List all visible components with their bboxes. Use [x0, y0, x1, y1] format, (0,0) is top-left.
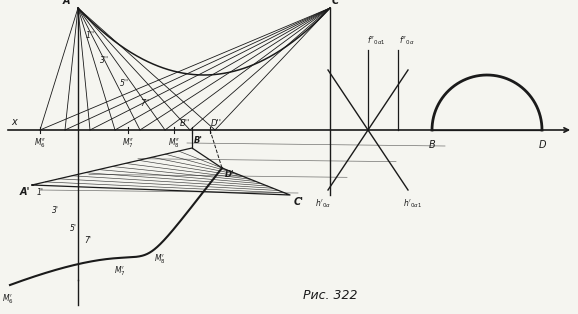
Text: 7': 7'	[84, 236, 91, 245]
Text: C'': C''	[332, 0, 345, 6]
Text: $M_7''$: $M_7''$	[122, 136, 134, 149]
Text: D': D'	[225, 170, 235, 179]
Text: C': C'	[294, 197, 304, 207]
Text: $M_7'$: $M_7'$	[114, 264, 126, 278]
Text: x: x	[11, 117, 17, 127]
Text: 5': 5'	[70, 224, 77, 233]
Text: 5'': 5''	[120, 79, 129, 88]
Text: $M_6''$: $M_6''$	[34, 136, 46, 149]
Text: 1'': 1''	[86, 31, 95, 40]
Text: $M_8''$: $M_8''$	[168, 136, 180, 149]
Text: $M_6'$: $M_6'$	[2, 293, 14, 306]
Text: 7'': 7''	[140, 99, 149, 108]
Text: D'': D''	[211, 119, 222, 128]
Text: $M_8'$: $M_8'$	[154, 252, 166, 266]
Text: B: B	[429, 140, 435, 150]
Text: $h'_{0\alpha 1}$: $h'_{0\alpha 1}$	[403, 198, 423, 210]
Text: 3'': 3''	[100, 56, 109, 65]
Text: A'': A''	[62, 0, 76, 6]
Text: $f''_{0\alpha}$: $f''_{0\alpha}$	[399, 35, 414, 47]
Text: $f''_{0\alpha 1}$: $f''_{0\alpha 1}$	[367, 35, 386, 47]
Text: Рис. 322: Рис. 322	[303, 289, 357, 302]
Text: 1': 1'	[37, 188, 44, 197]
Text: D: D	[538, 140, 546, 150]
Text: A': A'	[20, 187, 30, 197]
Text: B'': B''	[180, 119, 190, 128]
Text: $h'_{0\alpha}$: $h'_{0\alpha}$	[315, 198, 331, 210]
Text: B': B'	[194, 136, 203, 145]
Text: 3': 3'	[52, 206, 59, 215]
